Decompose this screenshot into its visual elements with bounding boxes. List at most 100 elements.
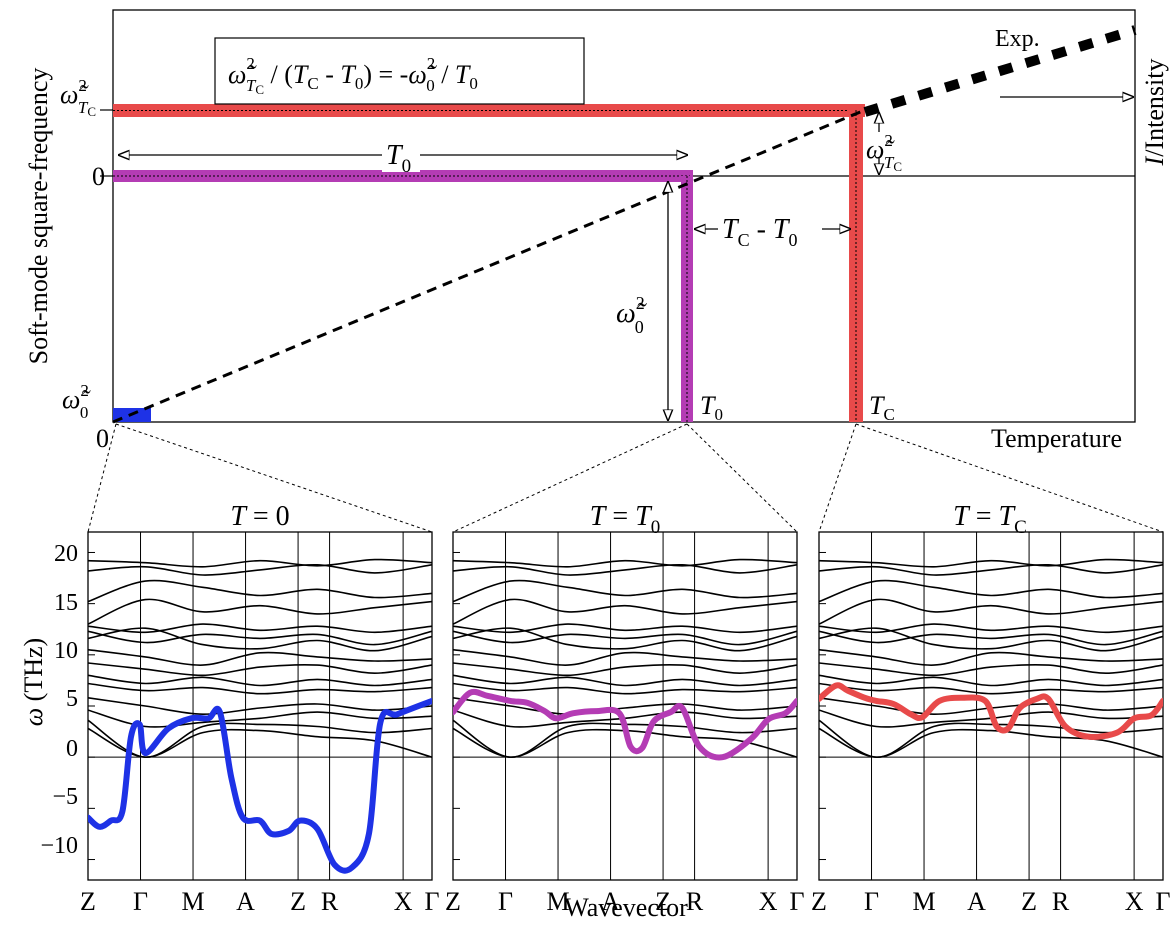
exp-label: Exp.: [995, 26, 1040, 52]
phonon-branch: [88, 709, 432, 728]
phonon-branch: [819, 563, 1163, 576]
kpoint-label: M: [181, 887, 204, 916]
panel-0-title: T = 0: [230, 501, 289, 532]
t0-span-label-bg: [382, 138, 420, 172]
experimental-line: [863, 25, 1137, 117]
kpoint-label: Z: [1021, 887, 1037, 916]
panel-2-title: T = TC: [953, 501, 1027, 538]
phonon-branch: [453, 682, 797, 695]
wtc-span-label: ω̃2 TC: [866, 131, 902, 174]
kpoint-label: Γ: [864, 887, 879, 916]
phonon-branch: [88, 579, 432, 603]
phonon-branch: [453, 598, 797, 625]
phonon-branch: [88, 697, 432, 716]
panel-frame: [87, 531, 433, 881]
top-panel: ω̃2 TC / (TC - T0) = -ω̃2 0 / T0 Soft-mode…: [24, 9, 1169, 533]
phonon-branch: [819, 727, 1163, 759]
kpoint-label: Z: [445, 887, 461, 916]
kpoint-label: R: [321, 887, 339, 916]
phonon-branch: [819, 630, 1163, 646]
phonon-branch: [88, 563, 432, 576]
phonon-branch: [453, 563, 797, 576]
ytick-minus10: −10: [40, 833, 78, 859]
kpoint-label: Z: [655, 887, 671, 916]
soft-mode-line: [112, 108, 866, 424]
kpoint-label: R: [1052, 887, 1070, 916]
kpoint-label: Z: [811, 887, 827, 916]
formula: ω̃2 TC / (TC - T0) = -ω̃2 0 / T0: [228, 54, 478, 97]
phonon-branch: [453, 623, 797, 634]
kpoint-label: Γ: [1155, 887, 1170, 916]
kpoint-label: X: [759, 887, 778, 916]
phonon-branch: [88, 630, 432, 646]
ytick-w0: ω̃2 0: [62, 381, 91, 422]
kpoint-label: X: [1125, 887, 1144, 916]
kpoint-label: Γ: [424, 887, 439, 916]
soft-mode-branch: [819, 682, 1163, 740]
panel-frame: [452, 531, 798, 881]
phonon-branch: [88, 682, 432, 695]
kpoint-label: Γ: [133, 887, 148, 916]
bottom-xlabel: Wavevector: [564, 893, 688, 922]
t0-span-label: T0: [386, 140, 411, 177]
bottom-panels: ω (THz) Wavevector T = 0 T = T0 T = TC 2…: [19, 501, 1171, 922]
kpoint-label: A: [236, 887, 255, 916]
soft-mode-branch: [453, 688, 797, 761]
phonon-branch: [819, 558, 1163, 568]
kpoint-label: A: [601, 887, 620, 916]
phonon-branch: [88, 623, 432, 634]
kpoint-label: R: [686, 887, 704, 916]
phonon-branch: [453, 662, 797, 677]
zoom-line-tc-left: [818, 423, 857, 533]
phonon-branch: [819, 682, 1163, 695]
zoom-line-tc-right: [855, 423, 1164, 533]
ytick-20: 20: [54, 541, 78, 567]
phonon-branch: [88, 627, 432, 652]
zoom-line-0-left: [87, 423, 117, 533]
phonon-branch: [88, 648, 432, 666]
phonon-branch: [819, 598, 1163, 625]
phonon-branch: [819, 662, 1163, 677]
zoom-line-t0-right: [686, 423, 798, 533]
phonon-branch: [819, 648, 1163, 666]
phonon-branch: [453, 558, 797, 568]
phonon-branches: [453, 558, 797, 761]
phonon-branch: [453, 627, 797, 652]
phonon-branch: [819, 674, 1163, 687]
ytick-tc-frequency: ω̃2 TC: [60, 76, 96, 119]
phonon-branch: [819, 627, 1163, 652]
kpoint-label: M: [912, 887, 935, 916]
phonon-branch: [88, 674, 432, 687]
ytick-0: 0: [66, 736, 78, 762]
kpoint-label: A: [967, 887, 986, 916]
formula-box: [214, 37, 585, 105]
kpoint-label: Z: [80, 887, 96, 916]
ytick-15: 15: [54, 590, 78, 616]
bottom-yticks: 20 15 10 5 0 −5 −10: [40, 541, 78, 859]
top-ylabel: Soft-mode square-frequency: [24, 68, 53, 365]
kpoint-label: X: [394, 887, 413, 916]
phonon-branch: [819, 579, 1163, 603]
phonon-branch: [88, 662, 432, 677]
zoom-line-t0-left: [452, 423, 688, 533]
tc-bar-label: TC: [869, 391, 895, 424]
phonon-branches: [88, 558, 432, 874]
phonon-branch: [453, 697, 797, 716]
t0-vertical-band: [681, 176, 693, 422]
top-panel-frame: [112, 9, 1136, 423]
phonon-branch: [88, 558, 432, 568]
xtick-zero: 0: [96, 424, 109, 453]
t0-bar-label: T0: [700, 391, 723, 424]
ytick-10: 10: [54, 638, 78, 664]
kpoint-label: Z: [290, 887, 306, 916]
zoom-line-0-right: [115, 423, 433, 533]
tc-minus-t0-label: TC - T0: [722, 214, 798, 250]
bottom-ylabel: ω (THz): [19, 638, 48, 726]
kpoint-label: Γ: [789, 887, 804, 916]
phonon-branch: [88, 598, 432, 625]
soft-mode-branch: [88, 697, 432, 874]
intensity-label: I/Intensity: [1140, 59, 1169, 167]
tc-minus-t0-label-bg: [718, 210, 822, 246]
